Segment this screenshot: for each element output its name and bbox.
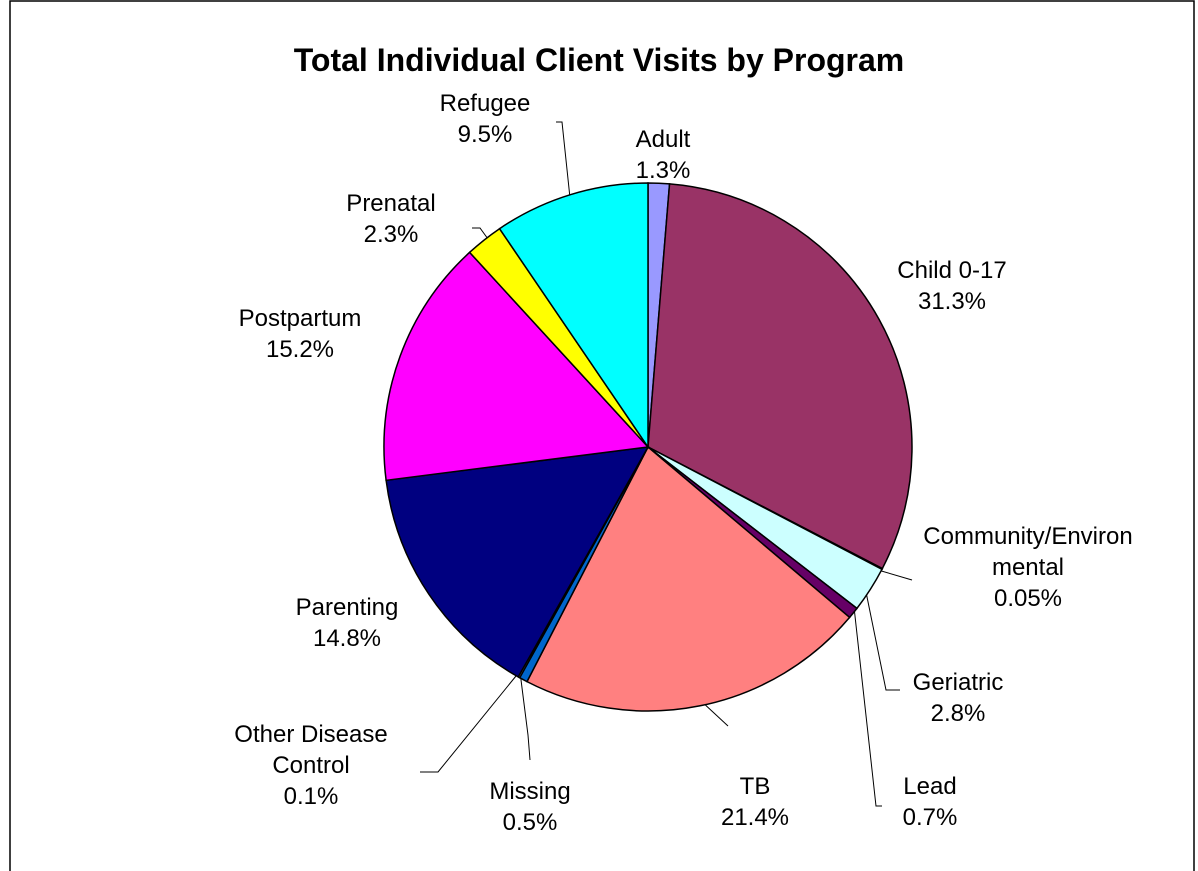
leader-line: [877, 569, 913, 581]
category-label: Postpartum: [238, 305, 362, 332]
slice: [385, 446, 650, 678]
value-label: 15.2%: [265, 336, 335, 363]
leader-lines: [420, 121, 913, 807]
value-label: 21.4%: [720, 804, 790, 831]
data-label: Community/Environmental 0.05%: [919, 521, 1137, 614]
category-label: Geriatric: [912, 669, 1004, 696]
data-label: Geriatric 2.8%: [913, 667, 1004, 729]
value-label: 14.8%: [312, 625, 382, 652]
value-label: 0.1%: [283, 783, 339, 810]
category-label: Refugee: [439, 90, 531, 117]
data-label: Child 0-17 31.3%: [897, 255, 1006, 317]
data-label: Lead 0.7%: [903, 771, 958, 833]
data-label: Postpartum 15.2%: [239, 303, 362, 365]
category-label: Prenatal: [346, 190, 436, 217]
leader-line: [519, 671, 531, 761]
leader-line: [865, 591, 900, 691]
category-label: Parenting: [295, 594, 399, 621]
value-label: 2.3%: [363, 221, 419, 248]
leader-line: [556, 121, 571, 199]
leader-line: [853, 606, 882, 807]
data-label: Missing 0.5%: [489, 776, 570, 838]
frame: [9, 0, 1195, 871]
value-label: 0.7%: [902, 804, 958, 831]
category-label: Child 0-17: [897, 257, 1007, 284]
data-label: Prenatal 2.3%: [346, 188, 435, 250]
category-label: Lead: [903, 773, 957, 800]
slice: [647, 183, 913, 570]
slices: [383, 182, 913, 712]
value-label: 31.3%: [917, 288, 987, 315]
slice: [525, 445, 851, 712]
value-label: 1.3%: [635, 157, 691, 184]
data-label: Parenting 14.8%: [296, 592, 399, 654]
category-label: Community/Environmental: [923, 523, 1133, 581]
chart-title: Total Individual Client Visits by Progra…: [293, 42, 905, 78]
data-label: Adult 1.3%: [636, 124, 691, 186]
category-label: Missing: [489, 778, 571, 805]
slice: [383, 251, 650, 482]
value-label: 0.5%: [502, 809, 558, 836]
category-label: Adult: [635, 126, 691, 153]
value-label: 9.5%: [457, 121, 513, 148]
leader-line: [420, 675, 517, 773]
category-label: TB: [739, 773, 771, 800]
category-label: Other Disease Control: [234, 721, 388, 779]
slice: [498, 182, 649, 450]
data-label: Refugee 9.5%: [440, 88, 531, 150]
data-label: TB 21.4%: [721, 771, 789, 833]
data-label: Other Disease Control 0.1%: [196, 719, 426, 812]
value-label: 2.8%: [930, 700, 986, 727]
value-label: 0.05%: [993, 585, 1063, 612]
